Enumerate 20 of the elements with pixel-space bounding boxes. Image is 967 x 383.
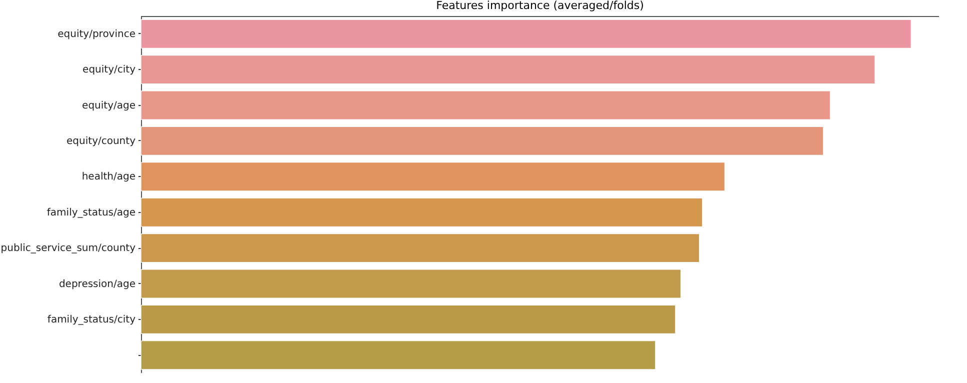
y-tick-label: health/age (82, 172, 136, 183)
y-tick-label: depression/age (58, 278, 136, 290)
y-tick-label: equity/age (82, 100, 136, 112)
bar (140, 269, 682, 298)
chart-title: Features importance (averaged/folds) (436, 0, 644, 12)
bar (140, 340, 656, 370)
bar (140, 90, 831, 120)
y-tick-label: family_status/age (46, 207, 136, 218)
bar (140, 198, 703, 227)
bar (140, 304, 676, 334)
bar (140, 126, 824, 156)
y-tick-label: public_service_sum/county (0, 243, 136, 254)
y-tick-label: equity/county (66, 136, 136, 147)
y-tick-label: equity/province (58, 28, 136, 40)
bar (140, 233, 700, 263)
bar (140, 19, 912, 48)
y-tick-label: equity/city (82, 64, 136, 76)
bar (140, 54, 876, 84)
bar (140, 162, 726, 192)
y-tick-label: family_status/city (47, 314, 136, 326)
